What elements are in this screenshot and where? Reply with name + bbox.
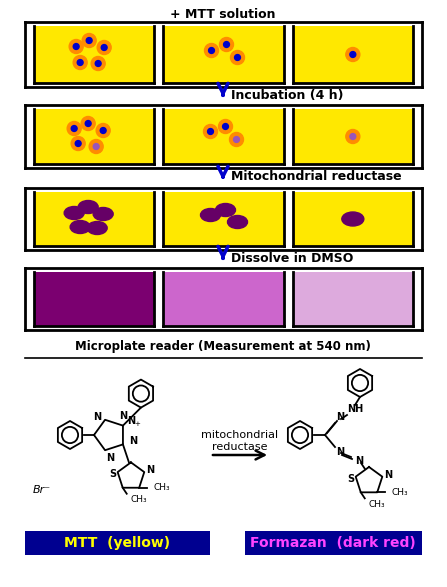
Circle shape: [346, 130, 360, 143]
Circle shape: [350, 52, 356, 58]
Text: +: +: [134, 421, 140, 427]
Circle shape: [82, 33, 96, 48]
Circle shape: [97, 41, 111, 55]
Text: S: S: [109, 469, 116, 479]
Circle shape: [69, 39, 83, 53]
Bar: [293, 272, 413, 326]
Circle shape: [235, 55, 240, 60]
Circle shape: [209, 48, 215, 53]
Bar: [34, 109, 154, 164]
Circle shape: [219, 120, 232, 133]
Text: N: N: [119, 410, 127, 421]
Text: N: N: [355, 456, 363, 466]
Circle shape: [73, 43, 79, 49]
Bar: [293, 109, 413, 164]
Text: N: N: [106, 453, 114, 463]
Text: Microplate reader (Measurement at 540 nm): Microplate reader (Measurement at 540 nm…: [75, 340, 371, 353]
Text: Formazan  (dark red): Formazan (dark red): [250, 536, 416, 550]
Text: N: N: [93, 412, 101, 422]
Circle shape: [207, 129, 213, 134]
Circle shape: [86, 38, 92, 43]
Text: N: N: [336, 447, 344, 457]
Circle shape: [96, 123, 110, 137]
Text: CH₃: CH₃: [391, 488, 408, 497]
Bar: [163, 272, 284, 326]
Text: CH₃: CH₃: [131, 495, 148, 504]
Circle shape: [203, 124, 218, 139]
Text: CH₃: CH₃: [369, 500, 385, 509]
Ellipse shape: [215, 204, 236, 217]
Circle shape: [100, 127, 106, 133]
Bar: [163, 26, 284, 83]
Text: N: N: [336, 412, 344, 422]
Circle shape: [223, 123, 228, 130]
Text: Dissolve in DMSO: Dissolve in DMSO: [231, 252, 354, 265]
Circle shape: [346, 48, 360, 62]
Circle shape: [73, 56, 87, 69]
FancyBboxPatch shape: [25, 531, 210, 555]
Bar: [163, 192, 284, 246]
FancyBboxPatch shape: [245, 531, 422, 555]
Circle shape: [93, 144, 99, 150]
Text: N: N: [384, 470, 392, 480]
Text: + MTT solution: + MTT solution: [170, 8, 276, 21]
Circle shape: [75, 140, 81, 146]
Text: Incubation (4 h): Incubation (4 h): [231, 89, 343, 103]
Text: mitochondrial
reductase: mitochondrial reductase: [202, 430, 278, 452]
Bar: [34, 26, 154, 83]
Text: Br⁻: Br⁻: [33, 485, 51, 495]
Ellipse shape: [201, 208, 220, 221]
Circle shape: [67, 122, 81, 136]
Ellipse shape: [228, 215, 248, 228]
Circle shape: [231, 50, 245, 65]
Ellipse shape: [93, 207, 113, 221]
Text: N: N: [129, 436, 137, 446]
Text: Mitochondrial reductase: Mitochondrial reductase: [231, 170, 401, 183]
Text: S: S: [347, 474, 354, 484]
Bar: [34, 272, 154, 326]
Circle shape: [91, 56, 105, 70]
Bar: [293, 26, 413, 83]
Bar: [34, 192, 154, 246]
Text: N: N: [146, 465, 154, 475]
Ellipse shape: [78, 201, 98, 214]
Bar: [293, 192, 413, 246]
Circle shape: [71, 126, 77, 131]
Ellipse shape: [70, 221, 90, 234]
Circle shape: [101, 45, 107, 50]
Circle shape: [95, 60, 101, 66]
Circle shape: [89, 140, 103, 153]
Circle shape: [77, 59, 83, 65]
Ellipse shape: [64, 207, 84, 220]
Text: MTT  (yellow): MTT (yellow): [64, 536, 170, 550]
Circle shape: [219, 38, 233, 52]
Circle shape: [81, 116, 95, 130]
Circle shape: [85, 120, 91, 126]
Circle shape: [350, 134, 356, 140]
Text: CH₃: CH₃: [153, 483, 170, 492]
Circle shape: [71, 137, 85, 150]
Bar: [163, 109, 284, 164]
Circle shape: [204, 43, 219, 58]
Circle shape: [229, 133, 244, 147]
Ellipse shape: [342, 212, 364, 226]
Text: NH: NH: [347, 404, 363, 414]
Ellipse shape: [87, 221, 107, 234]
Circle shape: [234, 137, 240, 143]
Text: N: N: [127, 416, 135, 426]
Circle shape: [224, 42, 229, 48]
